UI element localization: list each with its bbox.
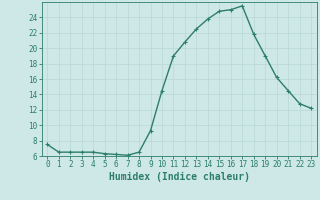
X-axis label: Humidex (Indice chaleur): Humidex (Indice chaleur) <box>109 172 250 182</box>
